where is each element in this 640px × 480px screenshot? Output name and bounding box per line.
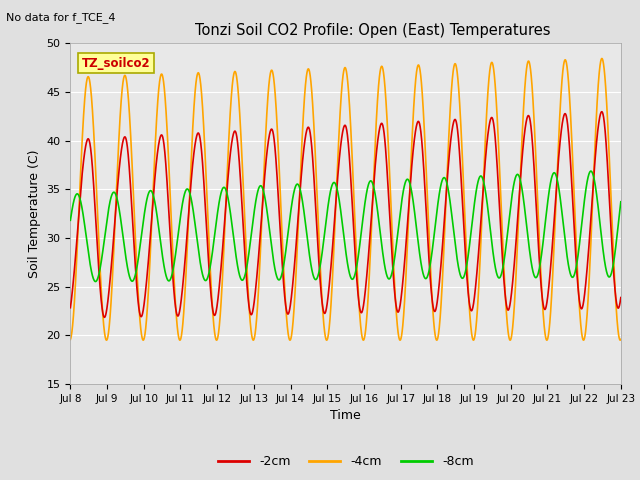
Y-axis label: Soil Temperature (C): Soil Temperature (C) xyxy=(28,149,41,278)
Text: TZ_soilco2: TZ_soilco2 xyxy=(81,57,150,70)
Legend: -2cm, -4cm, -8cm: -2cm, -4cm, -8cm xyxy=(212,450,479,473)
X-axis label: Time: Time xyxy=(330,409,361,422)
Text: No data for f_TCE_4: No data for f_TCE_4 xyxy=(6,12,116,23)
Title: Tonzi Soil CO2 Profile: Open (East) Temperatures: Tonzi Soil CO2 Profile: Open (East) Temp… xyxy=(195,23,551,38)
